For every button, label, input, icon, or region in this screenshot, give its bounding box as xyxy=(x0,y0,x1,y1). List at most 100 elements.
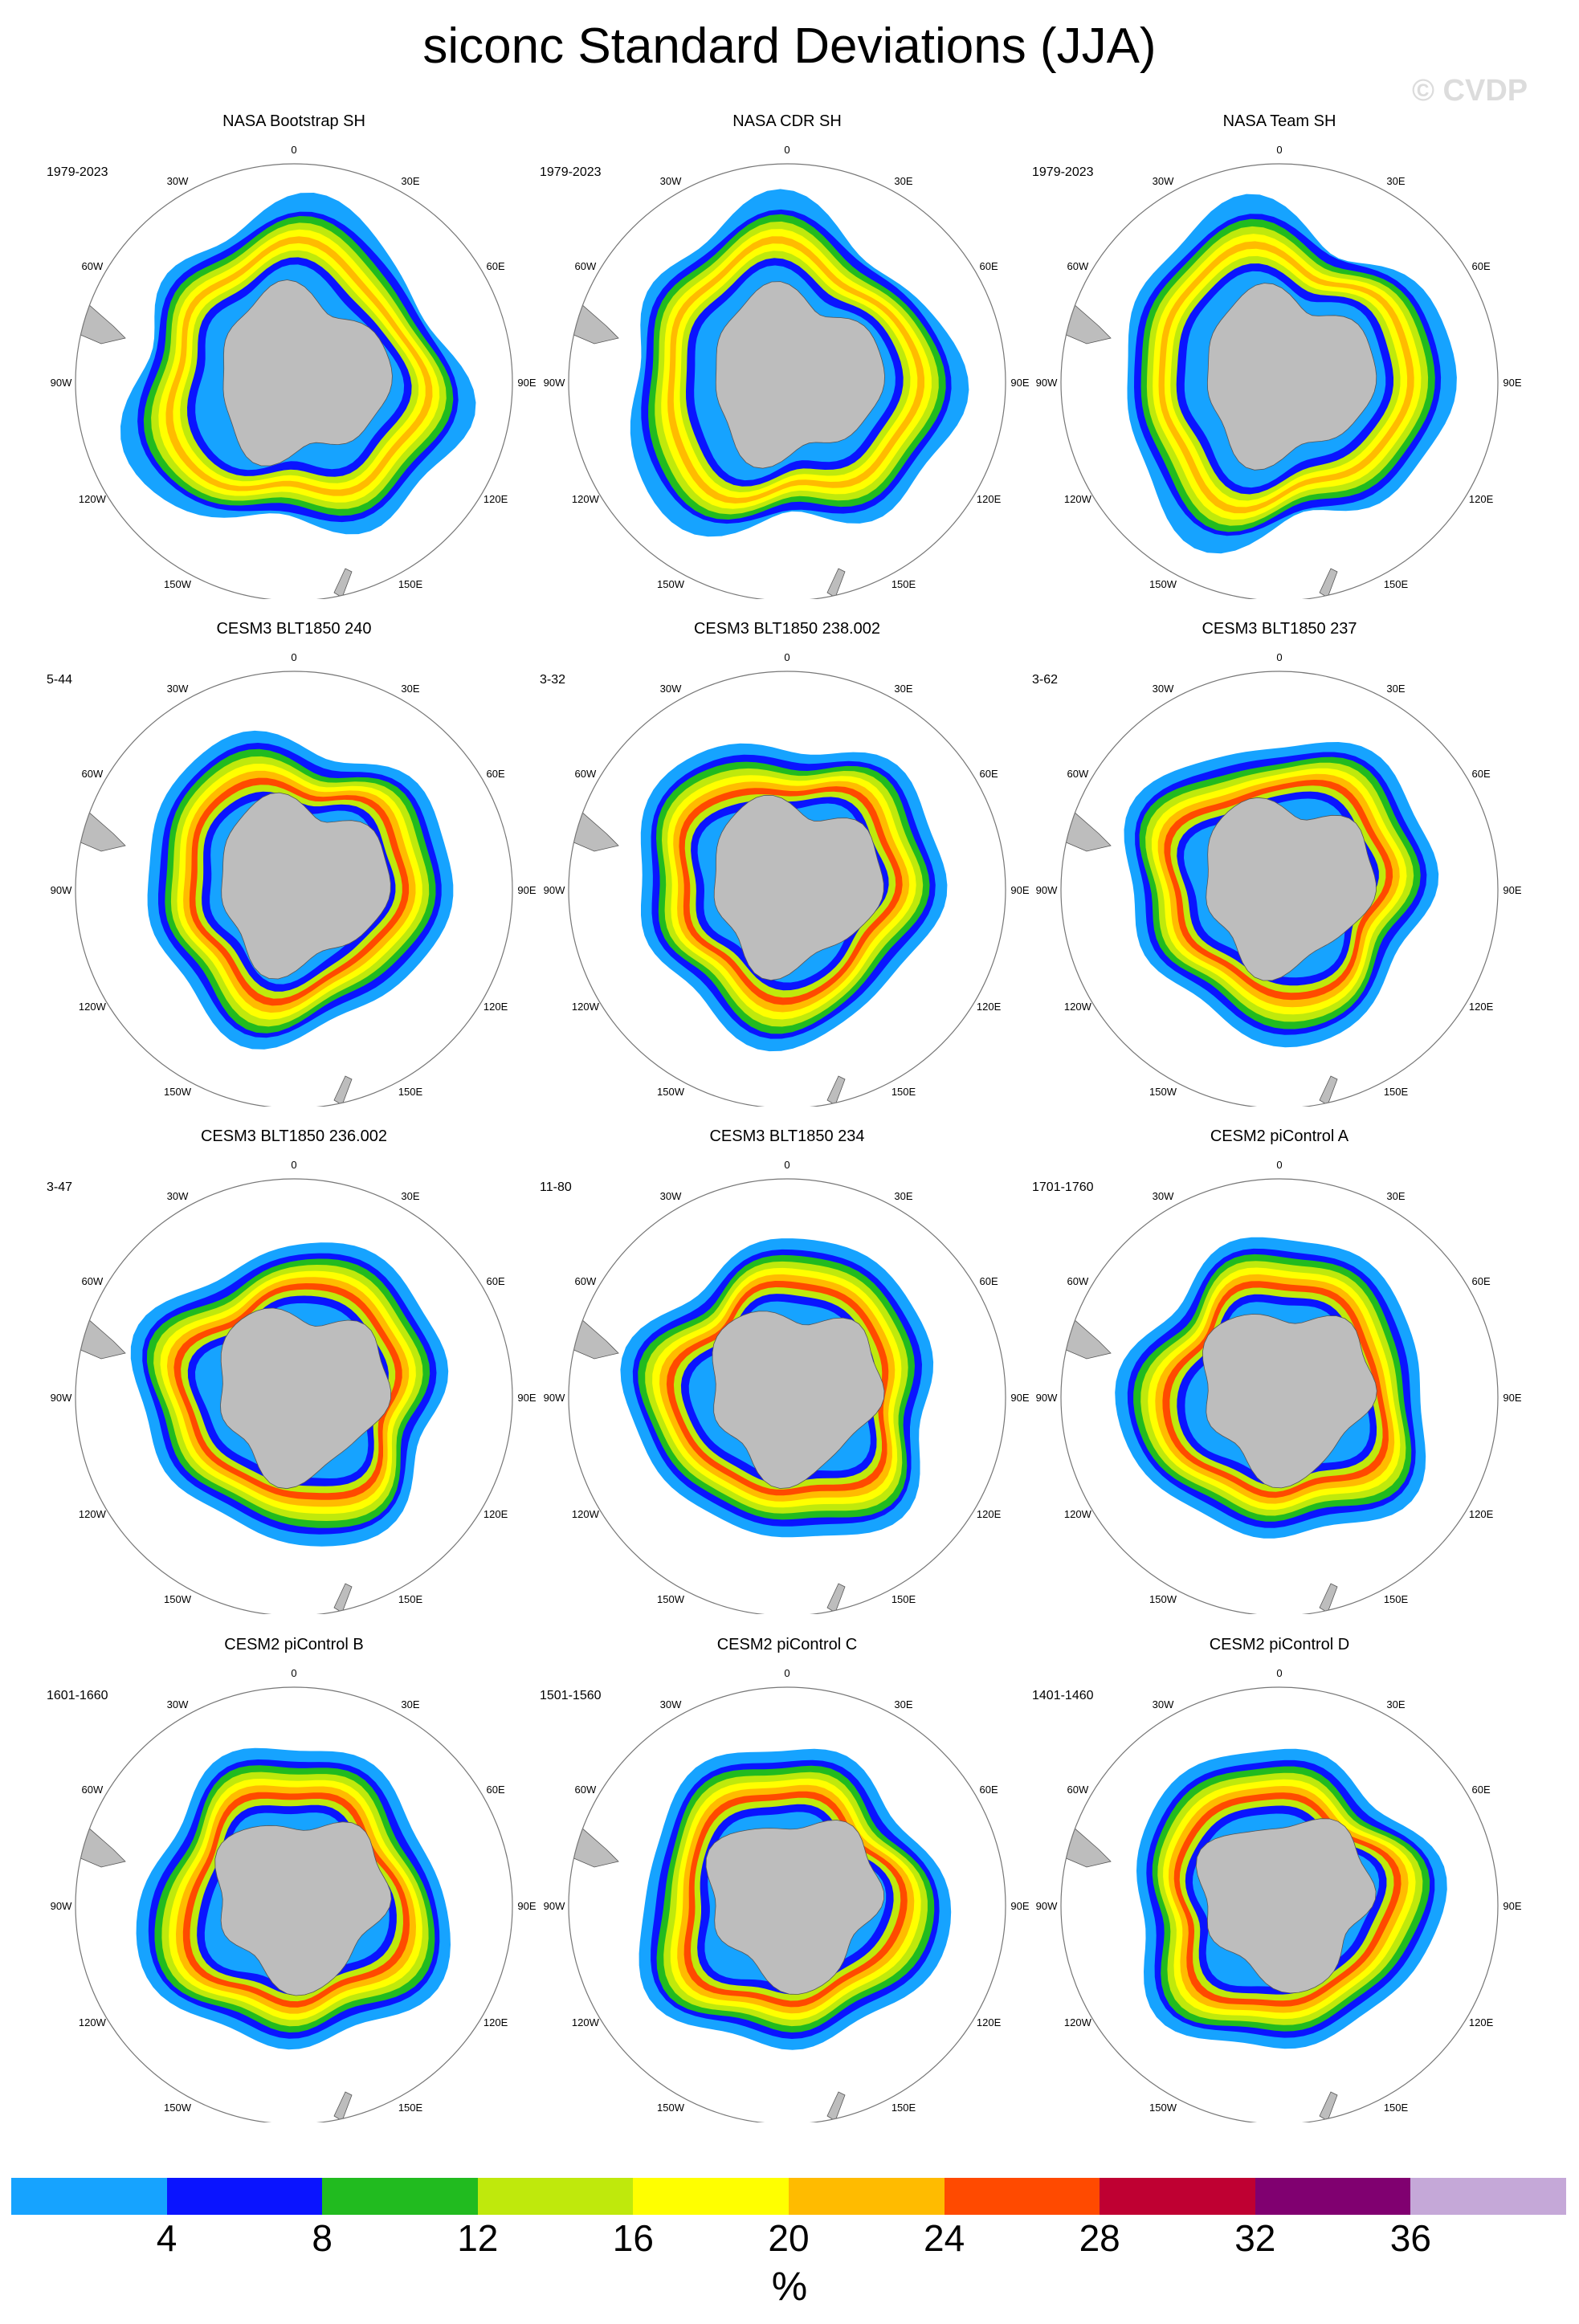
colorbar-segment xyxy=(477,2178,634,2215)
longitude-label: 60W xyxy=(82,260,104,272)
antarctica-landmass xyxy=(1206,283,1377,471)
map-panel: CESM2 piControl A 1701-1760 0 30E 60E 90E 120E… xyxy=(1030,1127,1528,1617)
colorbar-segment xyxy=(11,2178,167,2215)
antarctica-landmass xyxy=(713,794,884,981)
longitude-label: 150W xyxy=(657,578,685,590)
panel-title: CESM2 piControl A xyxy=(1210,1127,1349,1145)
longitude-label: 90W xyxy=(51,1900,72,1912)
longitude-label: 30E xyxy=(1386,683,1405,695)
longitude-label: 150E xyxy=(1384,1593,1409,1605)
longitude-label: 0 xyxy=(291,1159,296,1171)
longitude-label: 0 xyxy=(784,144,790,156)
longitude-label: 150W xyxy=(657,2102,685,2114)
colorbar-tick-label: 24 xyxy=(924,2217,965,2259)
longitude-label: 150E xyxy=(398,578,423,590)
longitude-label: 90W xyxy=(51,1392,72,1404)
longitude-label: 30W xyxy=(660,683,682,695)
longitude-label: 150E xyxy=(398,1086,423,1098)
longitude-label: 60E xyxy=(487,260,505,272)
longitude-label: 30W xyxy=(1153,683,1174,695)
panel-period: 1401-1460 xyxy=(1032,1689,1094,1702)
colorbar-tick-label: 8 xyxy=(312,2217,333,2259)
longitude-label: 120E xyxy=(483,1508,508,1520)
panel-period: 1979-2023 xyxy=(540,165,602,179)
polar-map: 030E60E90E120E150E180150W120W90W60W30W xyxy=(544,144,1030,599)
longitude-label: 90E xyxy=(1010,377,1029,389)
antarctica-landmass xyxy=(1202,1314,1377,1489)
colorbar-segment xyxy=(1100,2178,1255,2215)
map-boundary xyxy=(568,1178,1006,1614)
map-boundary xyxy=(568,163,1006,599)
map-panel: CESM3 BLT1850 237 3-62 0 30E 60E 90E 120E 150E 1… xyxy=(1030,620,1528,1110)
longitude-label: 0 xyxy=(784,1159,790,1171)
longitude-label: 120E xyxy=(977,2016,1002,2028)
longitude-label: 60E xyxy=(1472,1275,1491,1287)
longitude-label: 150E xyxy=(892,1086,916,1098)
antarctica-landmass xyxy=(222,279,393,467)
longitude-label: 60W xyxy=(1067,1784,1089,1796)
polar-map: 030E60E90E120E150E180150W120W90W60W30W xyxy=(51,144,537,599)
longitude-label: 150W xyxy=(164,1593,192,1605)
longitude-label: 150W xyxy=(657,1593,685,1605)
longitude-label: 150E xyxy=(398,2102,423,2114)
longitude-label: 120W xyxy=(1064,2016,1092,2028)
map-boundary xyxy=(75,671,513,1107)
longitude-label: 30W xyxy=(660,1698,682,1710)
panel-title: CESM2 piControl D xyxy=(1209,1636,1350,1653)
panel-title: NASA Team SH xyxy=(1222,112,1336,130)
longitude-label: 60E xyxy=(487,1275,505,1287)
longitude-label: 30W xyxy=(1153,175,1174,187)
map-boundary xyxy=(1060,1178,1499,1614)
longitude-label: 90W xyxy=(544,884,565,896)
longitude-label: 150W xyxy=(164,1086,192,1098)
panel-period: 1501-1560 xyxy=(540,1689,602,1702)
panel-period: 3-47 xyxy=(47,1180,73,1194)
map-boundary xyxy=(75,1686,513,2122)
longitude-label: 90W xyxy=(51,377,72,389)
antarctica-landmass xyxy=(220,1307,392,1490)
panel-period: 11-80 xyxy=(540,1180,572,1194)
map-boundary xyxy=(568,671,1006,1107)
south-america-landmass xyxy=(1063,1312,1112,1360)
longitude-label: 0 xyxy=(1276,144,1282,156)
longitude-label: 120W xyxy=(79,493,107,505)
longitude-label: 30W xyxy=(1153,1190,1174,1202)
longitude-label: 30W xyxy=(167,683,189,695)
panel-title: CESM3 BLT1850 234 xyxy=(709,1127,865,1145)
longitude-label: 150W xyxy=(164,2102,192,2114)
longitude-label: 120W xyxy=(572,1508,600,1520)
longitude-label: 120E xyxy=(483,493,508,505)
longitude-label: 60E xyxy=(1472,768,1491,780)
longitude-label: 150W xyxy=(1149,2102,1177,2114)
panel-period: 1701-1760 xyxy=(1032,1180,1094,1194)
south-america-landmass xyxy=(571,1820,619,1868)
longitude-label: 30E xyxy=(1386,175,1405,187)
longitude-label: 150E xyxy=(398,1593,423,1605)
map-boundary xyxy=(1060,1686,1499,2122)
map-boundary xyxy=(1060,163,1499,599)
map-panel: CESM3 BLT1850 236.002 3-47 0 30E 60E 90E 120E 1… xyxy=(45,1127,543,1617)
longitude-label: 90E xyxy=(1010,1392,1029,1404)
panel-period: 3-32 xyxy=(540,673,566,687)
longitude-label: 150W xyxy=(1149,578,1177,590)
longitude-label: 60E xyxy=(487,768,505,780)
south-america-landmass xyxy=(1063,1820,1112,1868)
longitude-label: 150W xyxy=(164,578,192,590)
panel-title: NASA Bootstrap SH xyxy=(222,112,365,130)
longitude-label: 90W xyxy=(544,377,565,389)
polar-map: 030E60E90E120E150E180150W120W90W60W30W xyxy=(1036,651,1522,1107)
figure-title: siconc Standard Deviations (JJA) xyxy=(422,18,1157,74)
longitude-label: 90W xyxy=(1036,1900,1058,1912)
longitude-label: 60W xyxy=(82,1275,104,1287)
longitude-label: 90W xyxy=(1036,1392,1058,1404)
panel-period: 5-44 xyxy=(47,673,73,687)
longitude-label: 150E xyxy=(892,2102,916,2114)
antarctica-landmass xyxy=(712,1311,885,1489)
longitude-label: 0 xyxy=(784,651,790,663)
panel-title: CESM2 piControl B xyxy=(224,1636,364,1653)
south-america-landmass xyxy=(78,1820,126,1868)
polar-map: 030E60E90E120E150E180150W120W90W60W30W xyxy=(1036,1667,1522,2122)
south-america-landmass xyxy=(78,805,126,852)
colorbar-segment xyxy=(1255,2178,1411,2215)
longitude-label: 30E xyxy=(1386,1698,1405,1710)
